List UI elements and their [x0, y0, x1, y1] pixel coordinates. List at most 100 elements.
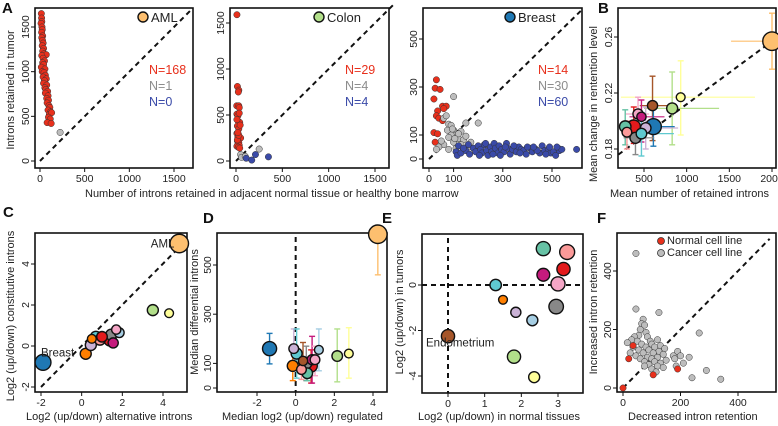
- a-colon-y-tick-label: 500: [215, 106, 227, 124]
- f-point-cancer-cell-line: [654, 362, 661, 370]
- a-breast-point-down: [466, 150, 474, 158]
- d-data-point: [295, 364, 308, 376]
- f-x-axis-label: Decreased intron retention: [628, 411, 758, 423]
- a-colon-point-up: [236, 121, 244, 129]
- a-colon-point-down: [248, 156, 256, 164]
- f-point-normal-cell-line: [649, 371, 657, 379]
- c-x-tick-label: -2: [36, 397, 45, 409]
- e-data-point: [527, 370, 541, 384]
- f-point-cancer-cell-line: [688, 374, 696, 382]
- a-colon-point-up: [235, 109, 243, 117]
- a-aml-y-tick-label: 0: [20, 158, 32, 164]
- e-data-point: [440, 328, 456, 344]
- a-breast-point-down: [489, 150, 497, 158]
- d-data-point: [367, 224, 388, 245]
- a-breast-point-neutral: [448, 125, 456, 133]
- f-point-cancer-cell-line: [654, 336, 661, 344]
- panel-letter-d: D: [203, 210, 214, 227]
- f-point-normal-cell-line: [625, 355, 633, 363]
- f-point-cancer-cell-line: [659, 364, 667, 371]
- c-x-tick-label: 2: [119, 397, 125, 409]
- a-breast-x-tick-label: 100: [445, 173, 463, 185]
- a-breast-legend-marker: [504, 11, 516, 23]
- f-point-cancer-cell-line: [695, 329, 703, 337]
- d-x-tick-label: 4: [370, 397, 376, 409]
- c-y-tick-label: 2: [20, 302, 32, 308]
- e-x-tick-label: 3: [555, 398, 561, 410]
- a-breast-y-tick-label: 100: [408, 126, 420, 144]
- a-breast-point-down: [530, 143, 537, 151]
- a-colon-point-up: [236, 144, 244, 152]
- d-y-tick-label: 100: [202, 354, 214, 372]
- c-y-tick-label: -2: [20, 382, 32, 391]
- c-data-point: [86, 333, 97, 344]
- d-y-tick-label: 500: [202, 256, 214, 274]
- f-point-cancer-cell-line: [626, 349, 634, 357]
- a-breast-point-neutral: [450, 93, 458, 101]
- f-point-cancer-cell-line: [632, 250, 640, 257]
- b-data-point: [635, 127, 648, 140]
- a-aml-y-tick-label: 1000: [20, 60, 32, 84]
- a-breast-point-neutral: [462, 119, 470, 127]
- f-legend-marker: [657, 249, 665, 257]
- f-point-cancer-cell-line: [685, 353, 693, 361]
- d-data-point: [331, 350, 344, 362]
- b-y-tick-label: 0.18: [603, 139, 615, 160]
- a-breast-point-down: [522, 150, 530, 158]
- b-data-point: [646, 99, 659, 112]
- b-data-point: [621, 126, 633, 138]
- a-breast-y-tick-label: 300: [408, 78, 420, 96]
- f-reference-line: [622, 238, 771, 389]
- a-breast-point-up: [436, 85, 444, 93]
- b-data-point: [675, 92, 686, 103]
- a-x-axis-label: Number of introns retained in adjacent n…: [85, 188, 459, 200]
- panel-letter-a: A: [2, 0, 13, 17]
- f-point-cancer-cell-line: [677, 352, 684, 360]
- b-data-point: [665, 102, 679, 115]
- b-data-point: [762, 31, 778, 52]
- d-data-point: [261, 340, 278, 357]
- d-y-tick-label: 0: [202, 385, 214, 391]
- a-aml-point-neutral: [56, 128, 64, 136]
- a-y-axis-label: Introns retained in tumor: [5, 30, 17, 150]
- a-colon-legend-marker: [313, 11, 325, 23]
- a-colon-y-tick-label: 0: [215, 158, 227, 164]
- d-data-point: [309, 354, 321, 366]
- legend-aml-label: AML: [151, 10, 178, 25]
- f-y-tick-label: 400: [602, 262, 614, 280]
- c-data-point: [107, 337, 119, 349]
- f-point-normal-cell-line: [629, 342, 637, 350]
- b-y-tick-label: 0.22: [603, 83, 615, 104]
- legend-breast-label: Breast: [518, 10, 556, 25]
- panel-letter-f: F: [597, 210, 607, 227]
- f-x-tick-label: 0: [620, 397, 626, 409]
- c-annotation: AML: [151, 239, 175, 251]
- f-plot-frame: [616, 232, 777, 393]
- e-data-point: [558, 243, 576, 261]
- c-y-axis-label: Log2 (up/down) constitutive introns: [5, 230, 17, 402]
- d-plot-frame: [216, 232, 388, 393]
- aml-count-neutral: N=1: [149, 79, 173, 93]
- a-colon-x-tick-label: 500: [274, 173, 292, 185]
- d-data-point: [313, 344, 324, 355]
- a-breast-point-down: [510, 142, 518, 150]
- a-colon-point-down: [252, 151, 259, 159]
- a-breast-point-down: [553, 143, 561, 151]
- f-point-normal-cell-line: [619, 384, 627, 392]
- f-point-cancer-cell-line: [639, 349, 647, 357]
- a-breast-point-up: [432, 76, 440, 84]
- c-plot-frame: [34, 232, 188, 393]
- a-colon-point-up: [234, 88, 242, 96]
- b-x-axis-label: Mean number of retained introns: [610, 188, 769, 200]
- a-aml-plot-frame: [34, 7, 194, 169]
- a-colon-plot-frame: [229, 7, 390, 169]
- a-breast-point-down: [542, 150, 550, 158]
- a-breast-x-tick-label: 0: [426, 173, 432, 185]
- a-aml-x-tick-label: 1500: [162, 173, 186, 185]
- aml-count-down: N=0: [149, 95, 173, 109]
- c-x-axis-label: Log2 (up/down) alternative introns: [26, 411, 193, 423]
- a-colon-y-tick-label: 1500: [215, 11, 227, 35]
- a-breast-point-neutral: [474, 119, 482, 127]
